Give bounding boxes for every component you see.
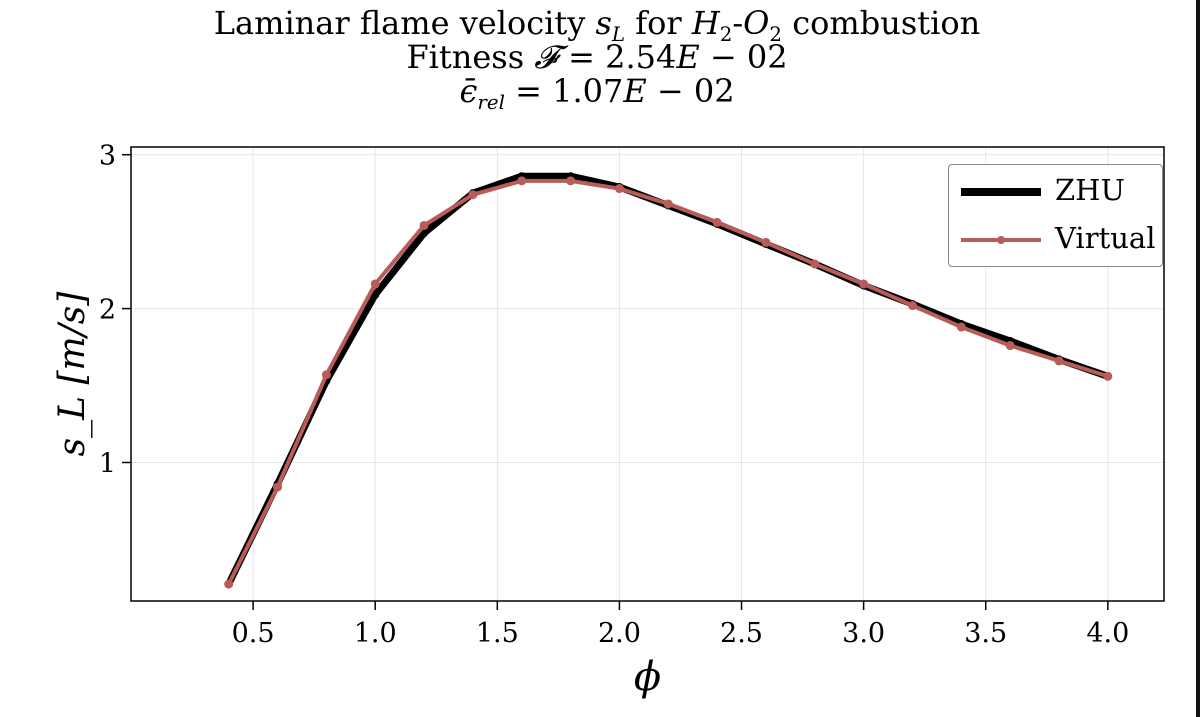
data-point-virtual-18	[1103, 371, 1113, 381]
title-text-mid: for	[625, 4, 692, 42]
legend-label-virtual: Virtual	[1055, 221, 1156, 255]
legend: ZHU Virtual	[948, 164, 1163, 267]
data-point-virtual-10	[712, 217, 722, 227]
title-symbol-h: H	[691, 4, 720, 42]
error-exp: − 02	[646, 72, 735, 110]
y-axis-label: s_L [m/s]	[52, 291, 93, 457]
data-point-virtual-2	[321, 370, 331, 380]
x-tick-label-1: 1.0	[354, 618, 397, 649]
x-tick-label-7: 4.0	[1086, 618, 1129, 649]
x-tick-label-3: 2.0	[598, 618, 641, 649]
x-axis-label: ϕ	[634, 654, 661, 700]
data-point-virtual-15	[956, 322, 966, 332]
x-tick-label-6: 3.5	[964, 618, 1007, 649]
title-symbol-h-sub: 2	[719, 22, 733, 46]
title-line-3: ϵ̄rel = 1.07E − 02	[130, 72, 1064, 112]
data-point-zhu-4	[420, 229, 429, 238]
data-point-virtual-4	[419, 220, 429, 230]
data-point-virtual-13	[859, 279, 869, 289]
legend-label-zhu: ZHU	[1055, 173, 1125, 207]
error-symbol: ϵ̄	[459, 72, 478, 110]
legend-swatch-zhu	[961, 188, 1041, 196]
data-point-virtual-12	[810, 259, 820, 269]
fitness-symbol: 𝓕	[534, 38, 558, 76]
y-tick-label-2: 3	[99, 141, 116, 172]
legend-entry-zhu: ZHU	[949, 171, 1162, 211]
x-tick-label-4: 2.5	[720, 618, 763, 649]
error-symbol-sub: rel	[477, 90, 505, 114]
fitness-label: Fitness	[406, 38, 535, 76]
data-point-virtual-11	[761, 237, 771, 247]
title-symbol-sl: s	[595, 4, 612, 42]
title-text-suffix: combustion	[782, 4, 981, 42]
title-text-prefix: Laminar flame velocity	[213, 4, 596, 42]
axes-frame	[130, 146, 1165, 602]
y-tick-label-1: 2	[99, 295, 116, 326]
data-point-virtual-16	[1005, 341, 1015, 351]
y-tick-label-0: 1	[99, 448, 116, 479]
data-point-virtual-8	[614, 184, 624, 194]
x-tick-label-0: 0.5	[232, 618, 275, 649]
error-exp-e: E	[623, 72, 647, 110]
title-line-1: Laminar flame velocity sL for H2-O2 comb…	[130, 4, 1064, 44]
data-point-virtual-1	[273, 482, 283, 492]
chart-title: Laminar flame velocity sL for H2-O2 comb…	[130, 4, 1064, 112]
data-point-virtual-7	[566, 176, 576, 186]
data-point-virtual-5	[468, 190, 478, 200]
data-point-virtual-6	[517, 176, 527, 186]
data-point-virtual-14	[907, 301, 917, 311]
title-symbol-sl-sub: L	[611, 22, 626, 46]
error-value: = 1.07	[504, 72, 624, 110]
fitness-value: = 2.54	[557, 38, 677, 76]
fitness-exp: − 02	[699, 38, 788, 76]
x-tick-label-5: 3.0	[842, 618, 885, 649]
x-tick-label-2: 1.5	[476, 618, 519, 649]
title-dash: -	[732, 4, 744, 42]
data-point-virtual-9	[663, 199, 673, 209]
data-point-virtual-3	[370, 279, 380, 289]
title-line-2: Fitness 𝓕 = 2.54E − 02	[130, 40, 1064, 74]
title-symbol-o-sub: 2	[769, 22, 783, 46]
title-symbol-o: O	[743, 4, 770, 42]
fitness-exp-e: E	[676, 38, 700, 76]
data-point-virtual-0	[224, 579, 234, 589]
legend-entry-virtual: Virtual	[949, 219, 1162, 259]
data-point-virtual-17	[1054, 356, 1064, 366]
data-point-zhu-3	[371, 290, 380, 299]
window-edge	[1196, 0, 1200, 717]
legend-swatch-virtual	[961, 236, 1041, 244]
